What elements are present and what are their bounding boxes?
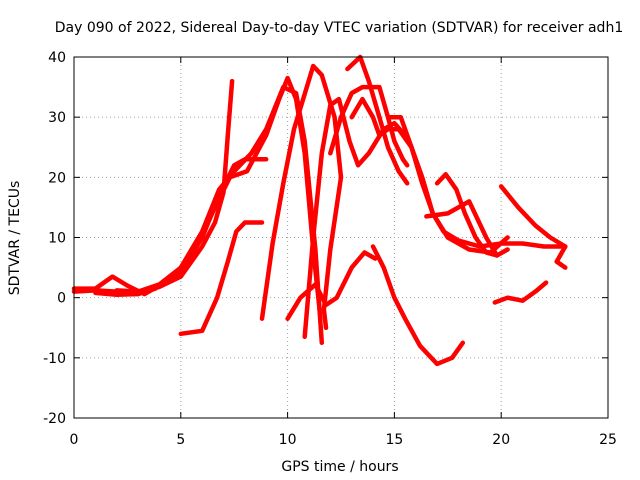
series-track-05 (178, 220, 265, 337)
y-tick-label: -20 (43, 411, 66, 427)
series-track-04 (114, 84, 325, 346)
series-track-09 (328, 84, 410, 168)
chart-title: Day 090 of 2022, Sidereal Day-to-day VTE… (55, 20, 623, 36)
x-tick-label: 25 (599, 432, 617, 448)
y-axis-label: SDTVAR / TECUs (7, 181, 23, 296)
series-track-07 (285, 250, 378, 321)
series-track-17 (498, 184, 568, 270)
x-tick-label: 20 (492, 432, 510, 448)
y-tick-label: 30 (48, 110, 66, 126)
series-track-15 (424, 199, 500, 258)
y-tick-label: 0 (57, 291, 66, 307)
y-tick-label: 10 (48, 231, 66, 247)
tick-layer: 0 5 10 15 20 25 -20 -10 0 10 20 30 40 (43, 50, 617, 448)
series-layer (71, 54, 568, 367)
series-track-01 (71, 78, 235, 296)
y-tick-label: -10 (43, 351, 66, 367)
x-tick-label: 0 (70, 432, 79, 448)
series-track-13 (370, 244, 466, 367)
x-axis-label: GPS time / hours (281, 459, 398, 475)
x-tick-label: 5 (176, 432, 185, 448)
x-tick-label: 10 (279, 432, 297, 448)
series-track-16 (492, 280, 549, 305)
y-tick-label: 40 (48, 50, 66, 66)
series-track-03 (93, 75, 322, 312)
series-track-06 (259, 63, 344, 331)
x-tick-label: 15 (385, 432, 403, 448)
y-tick-label: 20 (48, 170, 66, 186)
